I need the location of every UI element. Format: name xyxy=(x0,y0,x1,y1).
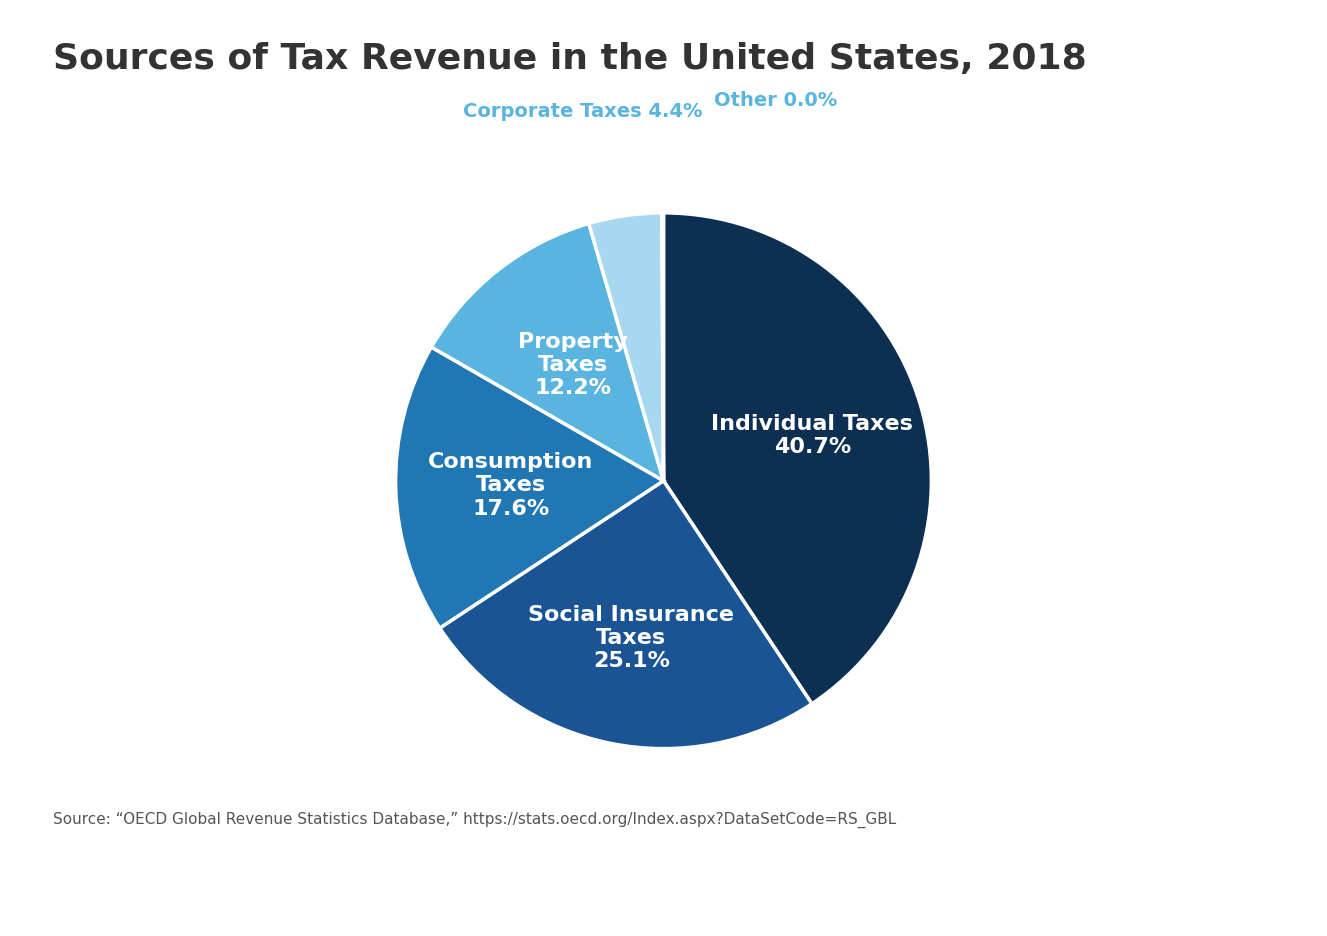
Wedge shape xyxy=(439,481,812,749)
Text: @TaxFoundation: @TaxFoundation xyxy=(1137,890,1303,909)
Text: Property
Taxes
12.2%: Property Taxes 12.2% xyxy=(518,331,628,398)
Text: Social Insurance
Taxes
25.1%: Social Insurance Taxes 25.1% xyxy=(528,605,734,671)
Wedge shape xyxy=(662,212,664,481)
Wedge shape xyxy=(395,347,664,628)
Text: Consumption
Taxes
17.6%: Consumption Taxes 17.6% xyxy=(429,452,593,519)
Text: Corporate Taxes 4.4%: Corporate Taxes 4.4% xyxy=(463,102,703,121)
Wedge shape xyxy=(664,212,932,704)
Text: Source: “OECD Global Revenue Statistics Database,” https://stats.oecd.org/Index.: Source: “OECD Global Revenue Statistics … xyxy=(53,812,896,828)
Text: Sources of Tax Revenue in the United States, 2018: Sources of Tax Revenue in the United Sta… xyxy=(53,42,1087,76)
Text: TAX FOUNDATION: TAX FOUNDATION xyxy=(24,890,203,909)
Wedge shape xyxy=(431,224,664,481)
Text: Individual Taxes
40.7%: Individual Taxes 40.7% xyxy=(711,415,913,458)
Wedge shape xyxy=(589,212,664,481)
Text: Other 0.0%: Other 0.0% xyxy=(714,91,837,110)
